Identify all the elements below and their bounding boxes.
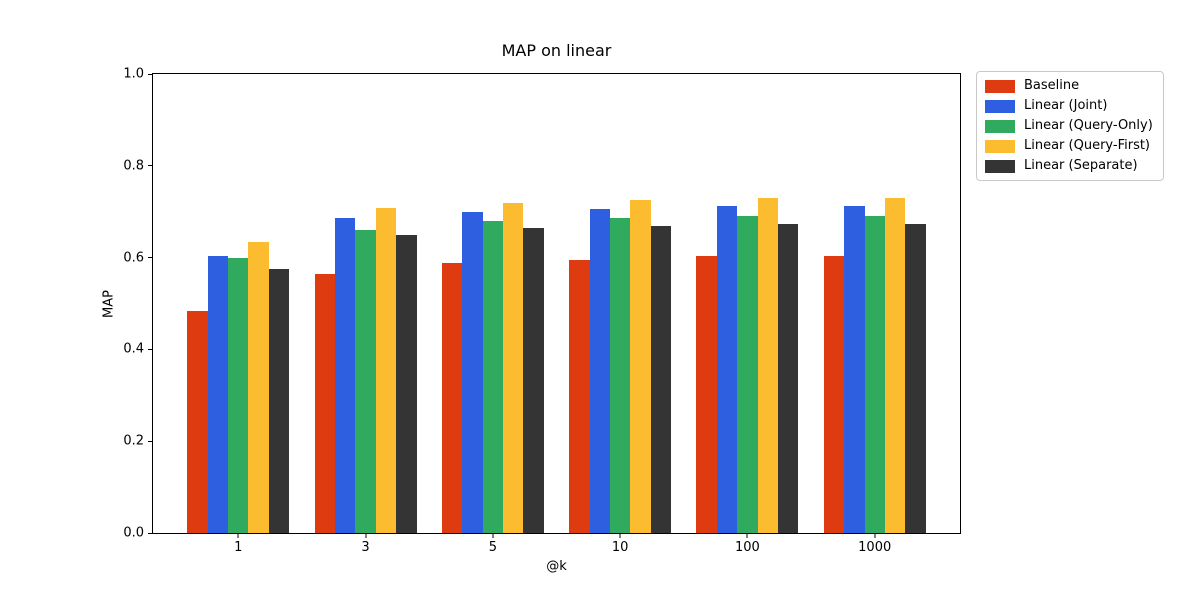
bar xyxy=(396,235,417,533)
y-tick-label: 1.0 xyxy=(123,66,144,82)
legend-swatch-icon xyxy=(985,79,1015,93)
y-tick-label: 0.2 xyxy=(123,433,144,449)
legend-swatch-icon xyxy=(985,139,1015,153)
x-tick-mark xyxy=(874,534,876,538)
x-tick-label: 100 xyxy=(735,540,760,555)
x-tick-label: 5 xyxy=(488,540,497,555)
legend-entry: Linear (Separate) xyxy=(985,159,1153,173)
y-tick-label: 0.6 xyxy=(123,250,144,266)
y-tick-mark xyxy=(148,165,152,167)
x-tick-label: 1 xyxy=(234,540,243,555)
x-tick-label: 3 xyxy=(361,540,370,555)
chart-title: MAP on linear xyxy=(501,41,612,60)
bar xyxy=(355,229,376,533)
plot-area: MAP @k 0.0 0.2 0.4 0.6 0.8 1.0 1 3 5 10 100 1000 xyxy=(102,68,961,574)
bar xyxy=(589,208,610,533)
bar xyxy=(375,208,397,533)
bar xyxy=(650,226,672,533)
bar xyxy=(334,218,356,533)
legend-entry: Linear (Query-Only) xyxy=(985,119,1153,133)
legend-label: Baseline xyxy=(1024,78,1080,93)
bar xyxy=(778,223,799,533)
y-tick-mark xyxy=(148,73,152,75)
legend-label: Linear (Query-Only) xyxy=(1024,118,1153,133)
y-tick-label: 0.4 xyxy=(123,341,144,357)
x-tick-label: 10 xyxy=(611,540,629,555)
legend-entry: Linear (Query-First) xyxy=(985,139,1153,153)
legend-swatch-icon xyxy=(985,99,1015,113)
legend-label: Linear (Joint) xyxy=(1024,98,1108,113)
x-tick-mark xyxy=(746,534,748,538)
bar xyxy=(696,255,717,533)
y-tick-mark xyxy=(148,440,152,442)
bar xyxy=(716,206,738,533)
legend-label: Linear (Query-First) xyxy=(1024,138,1151,153)
bar xyxy=(905,223,926,533)
bar xyxy=(864,216,885,533)
legend-swatch-icon xyxy=(985,159,1015,173)
legend: Baseline Linear (Joint) Linear (Query-Only… xyxy=(976,71,1164,181)
y-axis-label: MAP xyxy=(101,289,117,318)
bar xyxy=(823,255,845,533)
bar xyxy=(523,227,544,533)
bar xyxy=(187,311,208,533)
x-tick-mark xyxy=(365,534,367,538)
bar xyxy=(737,216,758,533)
legend-swatch-icon xyxy=(985,119,1015,133)
x-axis-label: @k xyxy=(546,559,567,574)
x-tick-mark xyxy=(492,534,494,538)
bar xyxy=(482,220,504,533)
y-tick-mark xyxy=(148,348,152,350)
legend-entry: Linear (Joint) xyxy=(985,99,1153,113)
bar xyxy=(844,206,865,533)
bar xyxy=(757,197,779,533)
y-tick-mark xyxy=(148,532,152,534)
x-tick-mark xyxy=(237,534,239,538)
bar xyxy=(569,259,590,533)
bar xyxy=(207,255,229,533)
x-tick-label: 1000 xyxy=(858,540,892,555)
bar xyxy=(609,218,631,533)
y-tick-label: 0.8 xyxy=(123,158,144,174)
legend-label: Linear (Separate) xyxy=(1024,158,1138,173)
bar xyxy=(884,197,906,533)
y-tick-label: 0.0 xyxy=(123,525,144,541)
y-tick-mark xyxy=(148,257,152,259)
bar xyxy=(228,257,249,533)
bar xyxy=(503,202,524,533)
bar xyxy=(630,200,651,533)
bar xyxy=(462,212,483,533)
bar xyxy=(441,262,463,533)
bar xyxy=(268,268,290,533)
bar xyxy=(248,242,269,533)
bar xyxy=(314,273,335,533)
legend-entry: Baseline xyxy=(985,79,1153,93)
x-tick-mark xyxy=(619,534,621,538)
